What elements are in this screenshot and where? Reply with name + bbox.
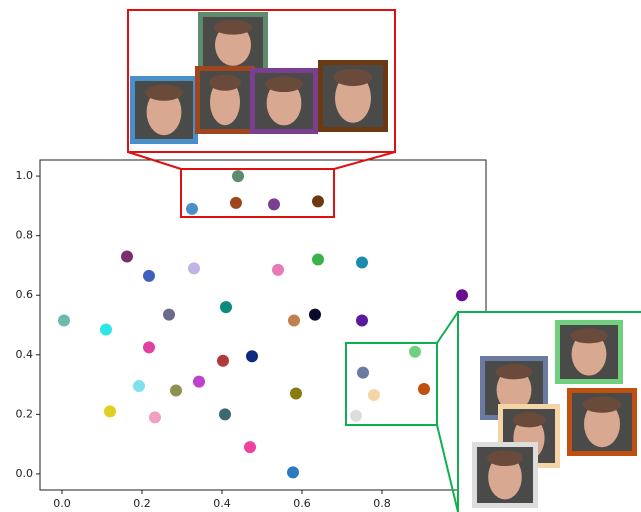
- point: [357, 367, 369, 379]
- x-tick-label: 0.8: [373, 497, 391, 510]
- point: [368, 389, 380, 401]
- y-tick-label: 1.0: [16, 169, 34, 182]
- point: [143, 341, 155, 353]
- hair: [145, 84, 182, 100]
- point: [409, 346, 421, 358]
- point: [104, 405, 116, 417]
- hair: [487, 450, 523, 466]
- point: [288, 315, 300, 327]
- point: [100, 323, 112, 335]
- y-tick-label: 0.2: [16, 407, 34, 420]
- face-thumbnail: [250, 68, 318, 134]
- point: [456, 289, 468, 301]
- point: [287, 466, 299, 478]
- y-tick-label: 0.8: [16, 229, 34, 242]
- point: [217, 355, 229, 367]
- point: [163, 309, 175, 321]
- point: [188, 262, 200, 274]
- point: [418, 383, 430, 395]
- face-thumbnail: [555, 320, 623, 384]
- point: [220, 301, 232, 313]
- point: [350, 410, 362, 422]
- point: [309, 309, 321, 321]
- hair: [334, 69, 372, 86]
- point: [219, 408, 231, 420]
- point: [121, 250, 133, 262]
- point: [244, 441, 256, 453]
- point: [272, 264, 284, 276]
- face-thumbnail: [130, 76, 198, 144]
- connector: [437, 425, 458, 512]
- point: [143, 270, 155, 282]
- y-tick-label: 0.4: [16, 348, 34, 361]
- point: [312, 253, 324, 265]
- face-thumbnail: [472, 442, 538, 508]
- hair: [583, 396, 621, 412]
- chart: 0.0 0.2 0.4 0.6 0.8 1.0 0.0 0.2 0.4 0.6 0.8: [0, 0, 641, 512]
- hair: [214, 20, 252, 35]
- point: [133, 380, 145, 392]
- point: [193, 376, 205, 388]
- face-thumbnail: [198, 12, 268, 74]
- hair: [512, 412, 545, 427]
- x-tick-label: 0.2: [133, 497, 151, 510]
- hair: [265, 76, 302, 92]
- point: [58, 315, 70, 327]
- connector: [437, 312, 458, 343]
- point: [186, 203, 198, 215]
- point: [290, 388, 302, 400]
- y-tick-label: 0.6: [16, 288, 34, 301]
- point: [356, 315, 368, 327]
- x-tick-label: 0.0: [53, 497, 71, 510]
- point: [246, 350, 258, 362]
- x-tick-label: 0.4: [213, 497, 231, 510]
- point: [268, 198, 280, 210]
- x-tick-label: 0.6: [293, 497, 311, 510]
- point: [170, 385, 182, 397]
- point: [356, 256, 368, 268]
- hair: [209, 74, 241, 90]
- highlight-box: [181, 169, 334, 217]
- point: [312, 195, 324, 207]
- face-thumbnail: [195, 66, 255, 134]
- point: [230, 197, 242, 209]
- face-thumbnail: [318, 60, 388, 132]
- face-thumbnail: [567, 388, 637, 456]
- y-tick-label: 0.0: [16, 467, 34, 480]
- point: [232, 170, 244, 182]
- hair: [495, 364, 532, 379]
- point: [149, 411, 161, 423]
- hair: [570, 328, 607, 343]
